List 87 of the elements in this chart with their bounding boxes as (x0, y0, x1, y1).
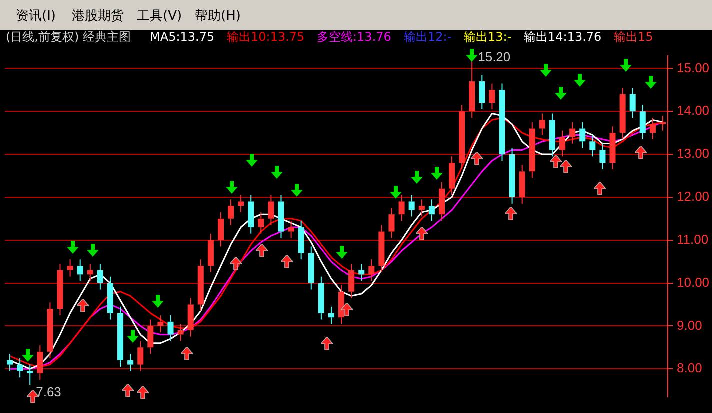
candlestick (208, 233, 214, 274)
candlestick (640, 104, 646, 140)
text: 输出15 (614, 30, 654, 45)
chart-title: (日线,前复权) 经典主图 (6, 30, 131, 45)
candlestick (178, 324, 184, 342)
candlestick (408, 194, 415, 218)
text: 资讯(I) (16, 8, 56, 25)
candlestick (570, 122, 576, 144)
candlestick (87, 263, 94, 282)
candlestick (539, 113, 546, 136)
candlestick (228, 199, 234, 226)
text: 输出13:- (464, 30, 512, 45)
candlestick (499, 83, 506, 162)
candlestick (238, 194, 244, 213)
y-tick-label: 10.00 (677, 274, 710, 290)
candlestick (388, 208, 395, 239)
candlestick (519, 164, 526, 204)
candlestick (258, 212, 264, 234)
text: 工具(V) (137, 8, 182, 25)
candlestick (338, 284, 345, 325)
candlestick (620, 87, 626, 140)
candlestick (479, 74, 486, 110)
y-tick-label: 9.00 (677, 318, 702, 333)
candlestick (469, 60, 476, 119)
candlestick (348, 263, 355, 299)
candlestick (268, 194, 274, 226)
candlestick (288, 220, 294, 239)
candlestick (218, 212, 224, 248)
y-tick-label: 13.00 (677, 146, 710, 162)
candlestick (17, 358, 24, 378)
candlestick (378, 224, 385, 274)
candlestick (459, 104, 466, 170)
candlestick (449, 156, 456, 196)
candlestick (248, 194, 254, 234)
candlestick (37, 345, 44, 380)
candlestick (438, 182, 445, 222)
text: 帮助(H) (195, 8, 241, 25)
candlestick (128, 354, 134, 372)
candlestick (158, 314, 164, 334)
candlestick (489, 83, 496, 110)
candlestick (77, 259, 84, 282)
candlestick (600, 143, 606, 170)
annotation: 7.63 (36, 384, 62, 400)
candlestick (318, 276, 324, 320)
candlestick (148, 319, 154, 355)
candlestick (47, 302, 54, 359)
candlestick (590, 134, 596, 158)
candlestick (418, 199, 425, 218)
candlestick (198, 259, 204, 312)
text: MA5:13.75 (150, 30, 215, 45)
candlestick (138, 340, 144, 372)
candlestick (368, 259, 375, 282)
candlestick (398, 194, 405, 222)
candlestick (278, 194, 284, 239)
y-tick-label: 12.00 (677, 189, 710, 204)
candlestick (610, 126, 616, 170)
candlestick (57, 263, 64, 316)
candlestick (630, 87, 636, 119)
candlestick (428, 199, 435, 222)
text: 港股期货 (72, 8, 124, 25)
y-tick-label: 15.00 (677, 60, 710, 76)
candlestick (118, 306, 124, 368)
candlestick (298, 220, 304, 260)
text: 输出14:13.76 (524, 30, 602, 45)
candlestick (188, 298, 194, 338)
candlestick (328, 306, 334, 325)
candlestick (549, 113, 556, 158)
candlestick (27, 364, 34, 386)
candlestick (308, 246, 314, 290)
candlestick (67, 259, 74, 278)
candlestick (97, 263, 104, 290)
candlestick (650, 118, 656, 140)
candlestick (560, 130, 566, 158)
y-tick-label: 14.00 (677, 103, 710, 118)
text: 输出10:13.75 (227, 30, 305, 45)
y-tick-label: 8.00 (677, 360, 702, 376)
text: 多空线:13.76 (317, 30, 392, 45)
candlestick (107, 276, 114, 320)
annotation: 15.20 (478, 50, 511, 65)
candlestick (168, 314, 174, 342)
candlestick (580, 122, 586, 149)
candlestick (358, 263, 365, 282)
candlestick (7, 354, 14, 372)
text: 输出12:- (404, 30, 452, 45)
candlestick (529, 122, 536, 179)
y-tick-label: 11.00 (677, 232, 709, 247)
candlestick (509, 148, 516, 204)
